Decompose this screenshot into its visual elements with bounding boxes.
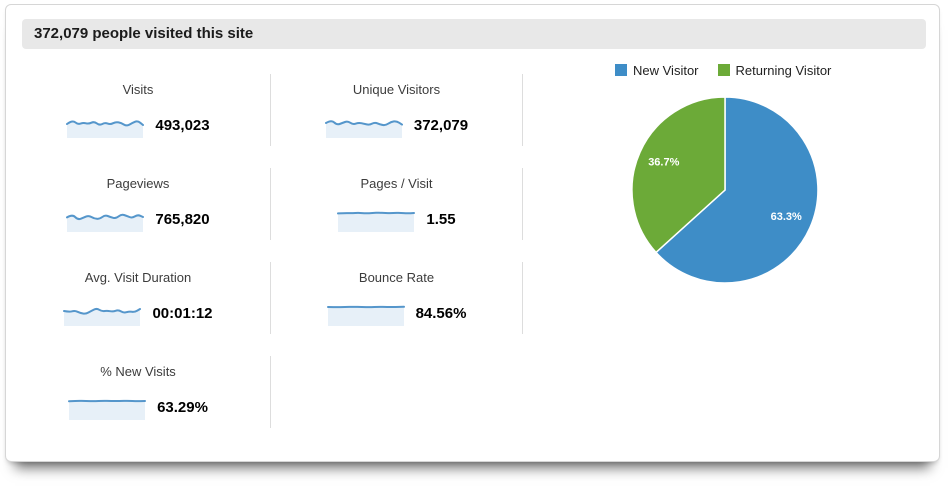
sparkline-fill xyxy=(67,214,144,232)
metric-label: Visits xyxy=(122,82,154,97)
visitor-type-section: New Visitor Returning Visitor 63.3% 36.7% xyxy=(523,49,939,428)
pie-slice-label: 36.7% xyxy=(648,157,679,169)
pie-slice-returning-visitor xyxy=(631,96,726,254)
metric-label: % New Visits xyxy=(100,364,176,379)
metric-spark-row: 372,079 xyxy=(271,113,522,139)
pie-slice-label: 63.3% xyxy=(771,211,802,223)
metric-value: 765,820 xyxy=(155,211,210,228)
sparkline-line xyxy=(324,120,403,127)
metric-value: 493,023 xyxy=(155,117,210,134)
metric-spark-row: 00:01:12 xyxy=(6,301,270,327)
sparkline-chart xyxy=(326,305,405,326)
sparkline-line xyxy=(337,211,416,215)
sparkline-chart xyxy=(68,399,147,420)
metric-block[interactable]: % New Visits 63.29% xyxy=(6,356,271,428)
metric-value: 372,079 xyxy=(413,117,469,134)
metric-label: Pageviews xyxy=(106,176,170,191)
returning-visitor-swatch-icon xyxy=(717,64,730,76)
sparkline-chart xyxy=(324,120,403,138)
sparkline-chart xyxy=(337,211,416,232)
sparkline-fill xyxy=(338,212,415,232)
content-area: Visits 493,023 Unique Visitors 372,079 P… xyxy=(6,49,939,428)
sparkline-fill xyxy=(327,306,404,326)
metric-block[interactable]: Pageviews 765,820 xyxy=(6,168,271,240)
metric-label: Unique Visitors xyxy=(352,82,441,97)
metric-value: 63.29% xyxy=(157,399,208,416)
sparkline-chart xyxy=(66,213,145,232)
pie-chart-wrap: 63.3% 36.7% xyxy=(615,80,939,300)
metric-value: 1.55 xyxy=(426,211,456,228)
sparkline-chart xyxy=(63,307,142,326)
metric-label: Avg. Visit Duration xyxy=(84,270,192,285)
legend-item-new-visitor: New Visitor xyxy=(615,63,699,78)
metric-label: Pages / Visit xyxy=(360,176,433,191)
legend-label: New Visitor xyxy=(633,62,699,78)
sparkline-line xyxy=(66,213,145,221)
metric-spark-row: 84.56% xyxy=(271,301,522,327)
sparkline-fill xyxy=(64,308,141,326)
overview-card: 372,079 people visited this site Visits … xyxy=(5,4,940,462)
metric-block[interactable]: Visits 493,023 xyxy=(6,74,271,146)
metric-block[interactable]: Pages / Visit 1.55 xyxy=(271,168,523,240)
pie-legend: New Visitor Returning Visitor xyxy=(615,62,939,78)
metric-spark-row: 493,023 xyxy=(6,113,270,139)
metric-spark-row: 1.55 xyxy=(271,207,522,233)
pie-slice-new-visitor xyxy=(654,96,819,284)
pie-chart: 63.3% 36.7% xyxy=(631,96,819,284)
new-visitor-swatch-icon xyxy=(615,64,627,76)
metric-block[interactable]: Bounce Rate 84.56% xyxy=(271,262,523,334)
page-title: 372,079 people visited this site xyxy=(22,19,926,49)
sparkline-line xyxy=(66,120,145,127)
metric-spark-row: 63.29% xyxy=(6,395,270,421)
sparkline-line xyxy=(63,307,142,315)
legend-item-returning-visitor: Returning Visitor xyxy=(717,62,832,78)
sparkline-fill xyxy=(69,400,146,420)
metric-value: 84.56% xyxy=(415,305,467,322)
metrics-grid: Visits 493,023 Unique Visitors 372,079 P… xyxy=(6,49,523,428)
metric-spark-row: 765,820 xyxy=(6,207,270,233)
metric-block[interactable]: Avg. Visit Duration 00:01:12 xyxy=(6,262,271,334)
metric-value: 00:01:12 xyxy=(152,305,213,322)
metric-block[interactable]: Unique Visitors 372,079 xyxy=(271,74,523,146)
sparkline-chart xyxy=(66,120,145,138)
legend-label: Returning Visitor xyxy=(735,62,832,78)
metric-label: Bounce Rate xyxy=(358,270,435,285)
